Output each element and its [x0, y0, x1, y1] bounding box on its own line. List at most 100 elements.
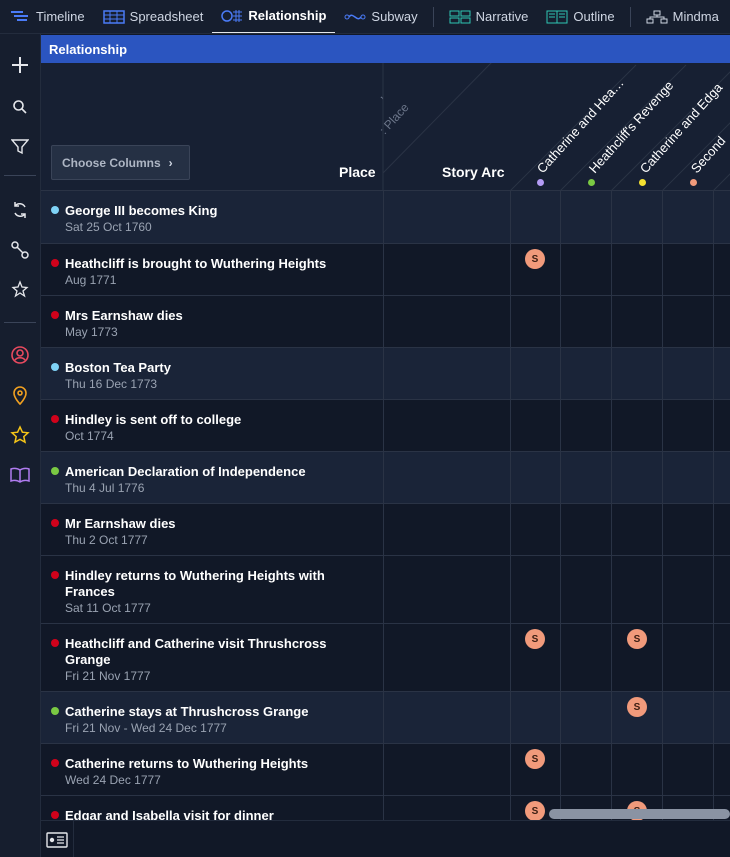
characters-button[interactable] [8, 343, 32, 367]
event-title: George III becomes King [65, 203, 218, 218]
tab-narrative[interactable]: Narrative [440, 0, 538, 33]
event-cell[interactable]: Mr Earnshaw dies Thu 2 Oct 1777 [41, 504, 383, 555]
table-row[interactable]: Edgar and Isabella visit for dinner [41, 795, 730, 820]
add-button[interactable] [8, 53, 32, 77]
tab-spreadsheet[interactable]: Spreadsheet [94, 0, 213, 33]
table-row[interactable]: Hindley returns to Wuthering Heights wit… [41, 555, 730, 623]
mindmap-icon [646, 10, 668, 23]
event-cell[interactable]: Catherine returns to Wuthering Heights W… [41, 744, 383, 795]
outline-icon [546, 10, 568, 23]
event-title: Boston Tea Party [65, 360, 171, 375]
diagonal-header-lines [382, 63, 730, 191]
choose-columns-button[interactable]: Choose Columns › [51, 145, 190, 180]
place-column-header[interactable]: Place [339, 164, 376, 180]
table-row[interactable]: American Declaration of Independence Thu… [41, 451, 730, 503]
badge-label: S [531, 753, 539, 765]
story-arc-column-header[interactable]: Story Arc [442, 164, 505, 180]
search-icon [13, 100, 27, 114]
event-color-dot [51, 467, 59, 475]
spreadsheet-icon [102, 9, 125, 24]
column-divider [510, 190, 511, 820]
pin-star-icon [11, 280, 29, 298]
event-cell[interactable]: Edgar and Isabella visit for dinner [41, 796, 383, 820]
event-color-dot [51, 759, 59, 767]
badge-label: S [633, 701, 641, 713]
relationship-grid: George III becomes King Sat 25 Oct 1760 … [41, 190, 730, 820]
arc-badge[interactable]: S [627, 697, 647, 717]
horizontal-scrollbar[interactable] [549, 809, 730, 819]
table-row[interactable]: Heathcliff is brought to Wuthering Heigh… [41, 243, 730, 295]
event-cell[interactable]: Catherine stays at Thrushcross Grange Fr… [41, 692, 383, 743]
event-color-dot [51, 259, 59, 267]
event-title: American Declaration of Independence [65, 464, 306, 479]
person-circle-icon [11, 346, 29, 364]
tab-subway[interactable]: Subway [335, 0, 426, 33]
arc-color-dot [639, 179, 646, 186]
story-arcs-button[interactable] [8, 463, 32, 487]
event-color-dot [51, 639, 59, 647]
event-title: Catherine returns to Wuthering Heights [65, 756, 309, 771]
tab-relationship[interactable]: Relationship [212, 0, 336, 33]
arc-badge[interactable]: S [525, 749, 545, 769]
sync-button[interactable] [8, 198, 32, 222]
narrative-icon [449, 10, 471, 23]
tab-outline[interactable]: Outline [537, 0, 623, 33]
event-color-dot [51, 707, 59, 715]
event-color-dot [51, 206, 59, 214]
tab-label: Subway [371, 9, 418, 24]
places-button[interactable] [8, 383, 32, 407]
event-date: Thu 2 Oct 1777 [65, 533, 148, 547]
arc-badge[interactable]: S [525, 629, 545, 649]
event-date: Sat 11 Oct 1777 [65, 601, 151, 615]
table-row[interactable]: Boston Tea Party Thu 16 Dec 1773 [41, 347, 730, 399]
table-row[interactable]: Catherine stays at Thrushcross Grange Fr… [41, 691, 730, 743]
badge-label: S [633, 633, 641, 645]
link-nodes-icon [11, 241, 29, 259]
event-cell[interactable]: Mrs Earnshaw dies May 1773 [41, 296, 383, 347]
arc-badge[interactable]: S [627, 629, 647, 649]
subway-icon [344, 14, 366, 19]
event-cell[interactable]: Hindley returns to Wuthering Heights wit… [41, 556, 383, 623]
refresh-icon [14, 202, 26, 218]
event-cell[interactable]: Heathcliff is brought to Wuthering Heigh… [41, 244, 383, 295]
bottom-bar [41, 809, 730, 857]
choose-columns-label: Choose Columns [62, 155, 161, 170]
event-cell[interactable]: American Declaration of Independence Thu… [41, 452, 383, 503]
table-row[interactable]: Hindley is sent off to college Oct 1774 [41, 399, 730, 451]
filter-button[interactable] [8, 135, 32, 159]
tab-timeline[interactable]: Timeline [0, 0, 94, 33]
event-color-dot [51, 519, 59, 527]
chevron-right-icon: › [168, 155, 173, 170]
badge-label: S [531, 253, 539, 265]
event-title: Heathcliff and Catherine visit Thrushcro… [65, 636, 327, 667]
tab-label: Outline [573, 9, 615, 24]
toggle-panel-button[interactable] [41, 821, 74, 857]
tab-label: Mindma [672, 9, 719, 24]
event-cell[interactable]: Boston Tea Party Thu 16 Dec 1773 [41, 348, 383, 399]
event-color-dot [51, 571, 59, 579]
table-row[interactable]: Mrs Earnshaw dies May 1773 [41, 295, 730, 347]
table-row[interactable]: Mr Earnshaw dies Thu 2 Oct 1777 [41, 503, 730, 555]
favorites-button[interactable] [8, 423, 32, 447]
book-icon [10, 467, 30, 483]
arc-color-dot [690, 179, 697, 186]
link-button[interactable] [8, 238, 32, 262]
table-row[interactable]: Heathcliff and Catherine visit Thrushcro… [41, 623, 730, 691]
table-row[interactable]: George III becomes King Sat 25 Oct 1760 [41, 190, 730, 243]
badge-label: S [531, 633, 539, 645]
pin-button[interactable] [8, 278, 32, 302]
table-row[interactable]: Catherine returns to Wuthering Heights W… [41, 743, 730, 795]
event-cell[interactable]: Heathcliff and Catherine visit Thrushcro… [41, 624, 383, 691]
tab-mindmap[interactable]: Mindma [637, 0, 728, 33]
event-cell[interactable]: Hindley is sent off to college Oct 1774 [41, 400, 383, 451]
arc-badge[interactable]: S [525, 801, 545, 820]
search-button[interactable] [8, 95, 32, 119]
event-cell[interactable]: George III becomes King Sat 25 Oct 1760 [41, 191, 383, 243]
arc-badge[interactable]: S [525, 249, 545, 269]
event-date: Fri 21 Nov - Wed 24 Dec 1777 [65, 721, 227, 735]
timeline-icon [11, 10, 28, 21]
event-date: Aug 1771 [65, 273, 117, 287]
tab-label: Narrative [475, 9, 529, 24]
event-title: Hindley returns to Wuthering Heights wit… [65, 568, 325, 599]
view-title-bar: Relationship [41, 35, 730, 63]
